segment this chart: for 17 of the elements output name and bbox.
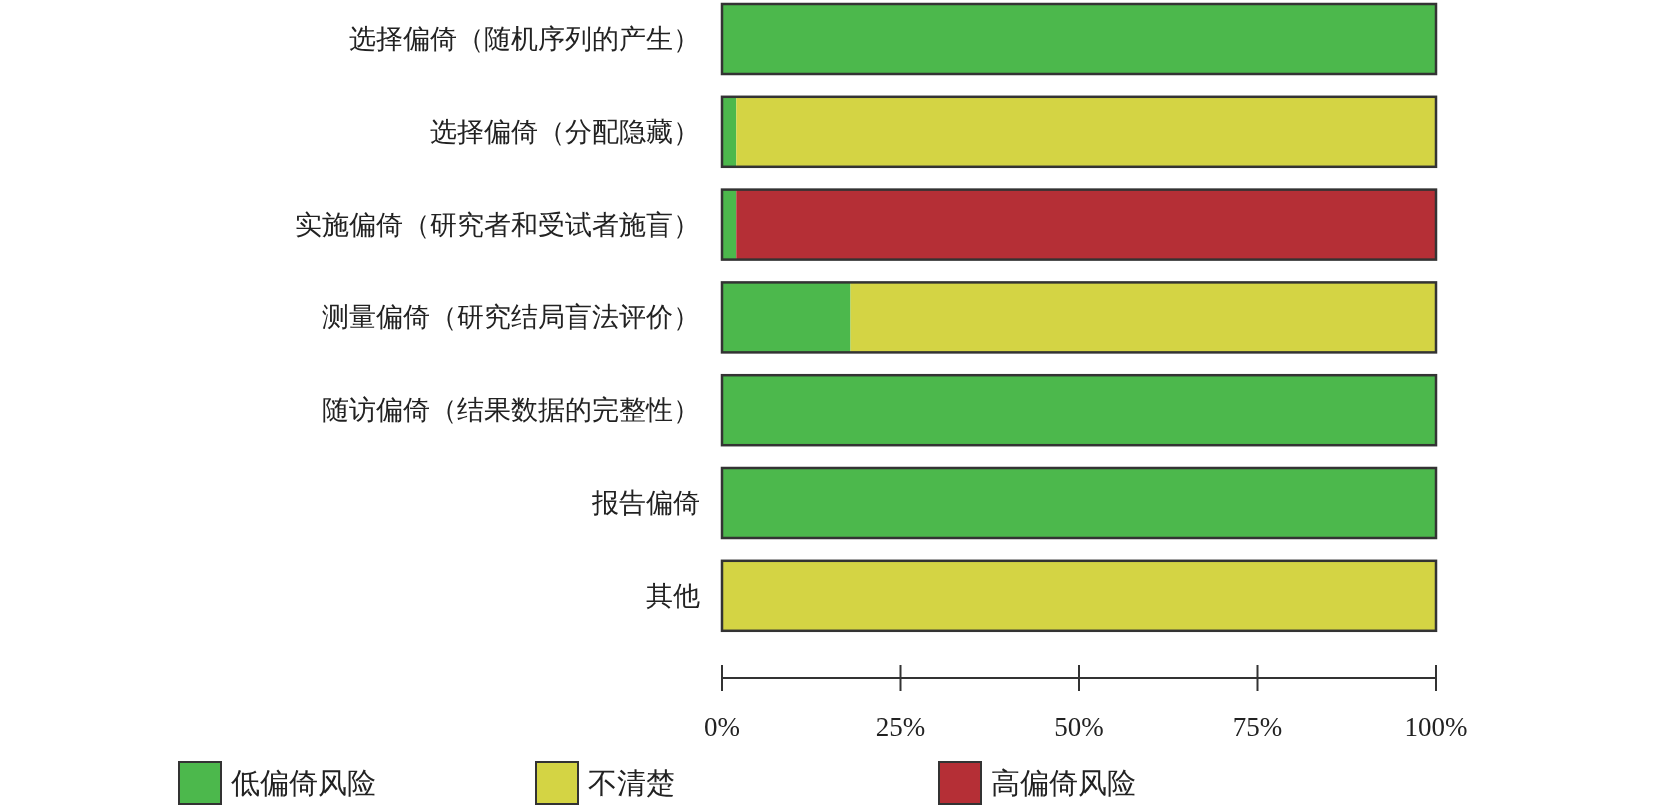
y-tick-label: 选择偏倚（分配隐藏） xyxy=(430,116,700,147)
y-tick-label: 随访偏倚（结果数据的完整性） xyxy=(322,395,700,426)
bar xyxy=(722,282,851,353)
bar xyxy=(850,282,1436,353)
legend-label: 低偏倚风险 xyxy=(231,767,376,799)
x-tick-label: 75% xyxy=(1232,712,1283,742)
x-tick-label: 50% xyxy=(1054,712,1104,742)
y-tick-label: 实施偏倚（研究者和受试者施盲） xyxy=(295,209,700,240)
x-tick-label: 25% xyxy=(875,712,926,742)
y-tick-label: 选择偏倚（随机序列的产生） xyxy=(349,24,700,54)
y-tick-label: 测量偏倚（研究结局盲法评价） xyxy=(322,302,700,333)
legend-label: 不清楚 xyxy=(588,767,675,799)
y-tick-label: 其他 xyxy=(646,580,700,611)
y-tick-label: 报告偏倚 xyxy=(591,488,700,518)
legend-label: 高偏倚风险 xyxy=(991,767,1136,799)
x-tick-label: 100% xyxy=(1404,712,1468,742)
x-tick-label: 0% xyxy=(704,712,740,742)
